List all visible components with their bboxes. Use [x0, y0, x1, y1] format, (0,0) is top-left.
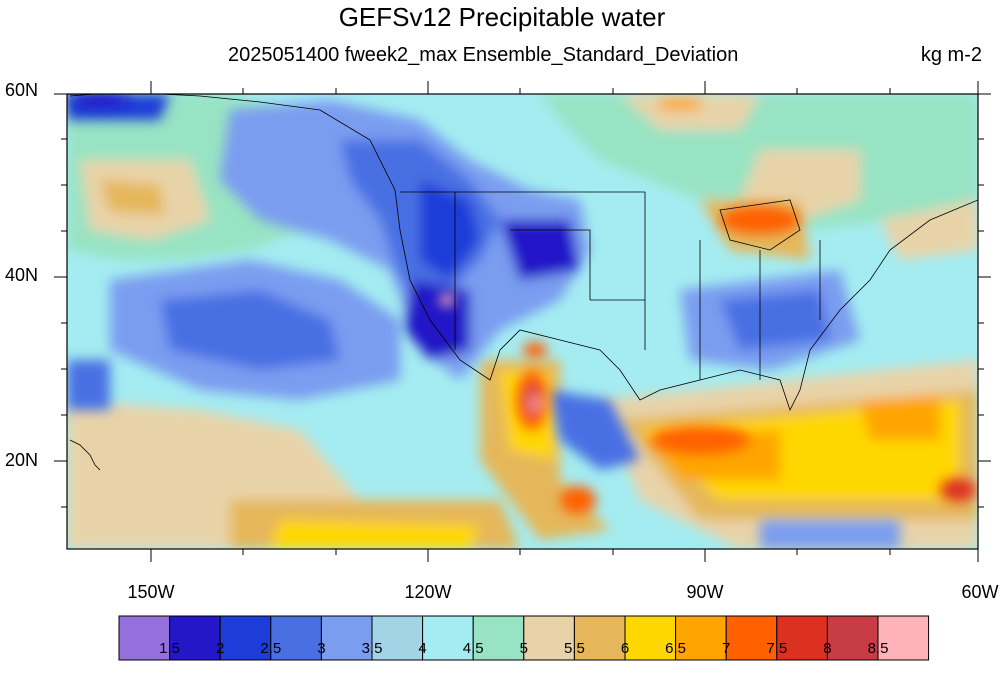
colorbar-box [371, 615, 424, 661]
colorbar-tick-label: 4.5 [462, 640, 484, 657]
colorbar-tick-label: 2 [216, 640, 225, 657]
colorbar-box [472, 615, 525, 661]
colorbar-tick-label: 7 [722, 640, 731, 657]
colorbar-tick-label: 5.5 [563, 640, 585, 657]
colorbar-tick-label: 6 [620, 640, 630, 657]
coastline-outline [69, 94, 978, 471]
colorbar-tick-label: 4 [418, 640, 427, 657]
lat-label-40n: 40N [4, 265, 38, 285]
map-subtitle: 2025051400 fweek2_max Ensemble_Standard_… [228, 44, 739, 66]
colorbar-tick-label: 3 [317, 640, 326, 657]
axis-ticks [54, 81, 991, 562]
colorbar-tick-label: 2.5 [260, 640, 282, 657]
colorbar-box [826, 615, 879, 661]
colorbar-box [320, 615, 373, 661]
colorbar-box [573, 615, 626, 661]
units-label: kg m-2 [920, 44, 982, 66]
colorbar-box [270, 615, 322, 661]
colorbar [118, 615, 930, 661]
lon-label-150w: 150W [127, 582, 175, 602]
lon-label-60w: 60W [961, 582, 999, 602]
colorbar-tick-label: 8 [823, 640, 832, 657]
colorbar-box [169, 615, 221, 661]
lat-label-20n: 20N [4, 450, 38, 470]
map-frame [66, 93, 979, 550]
colorbar-box [118, 615, 171, 661]
colorbar-tick-label: 8.5 [867, 640, 889, 657]
colorbar-box [422, 615, 474, 661]
colorbar-box [624, 615, 677, 661]
lon-label-90w: 90W [686, 582, 724, 602]
colorbar-tick-label: 7.5 [766, 640, 788, 657]
lat-label-60n: 60N [4, 80, 38, 100]
colorbar-box [877, 615, 930, 661]
colorbar-tick-label: 1.5 [159, 640, 181, 657]
colorbar-tick-label: 6.5 [665, 640, 687, 657]
colorbar-box [776, 615, 828, 661]
colorbar-tick-label: 5 [519, 640, 528, 657]
precipitable-water-field [67, 94, 978, 549]
colorbar-tick-label: 3.5 [361, 640, 383, 657]
lon-label-120w: 120W [404, 582, 452, 602]
map-title: GEFSv12 Precipitable water [338, 2, 666, 32]
